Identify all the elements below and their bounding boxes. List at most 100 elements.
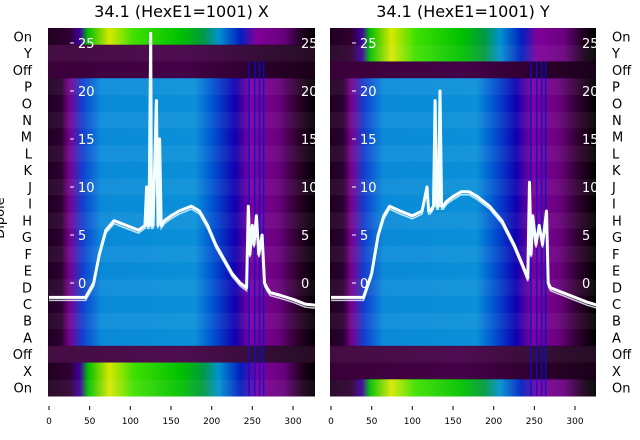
x-tick-label: 300 <box>284 417 301 427</box>
row-label: C <box>612 298 621 313</box>
overlay-tick-label: 15 <box>78 133 95 148</box>
row-label: On <box>612 382 630 397</box>
x-tick-label: 150 <box>162 417 179 427</box>
heatmap-row <box>330 212 596 230</box>
row-label: G <box>22 231 32 246</box>
heatmap-row <box>48 44 315 62</box>
row-label: Off <box>612 348 632 363</box>
overlay-right-tick-label: 20 <box>582 85 599 100</box>
overlay-right-tick-label: 0 <box>301 277 309 292</box>
overlay-right-tick-label: 0 <box>582 277 590 292</box>
heatmap-row <box>48 145 315 163</box>
heatmap-row <box>330 295 596 313</box>
row-label: X <box>23 365 32 380</box>
overlay-tick-label: 15 <box>360 133 377 148</box>
overlay-right-tick-label: 25 <box>301 37 318 52</box>
heatmap-row <box>330 329 596 347</box>
heatmap-row <box>48 94 315 113</box>
heatmap-row <box>330 145 596 163</box>
row-label: G <box>612 231 622 246</box>
heatmap-row <box>330 278 596 297</box>
series-line-secondary <box>49 36 316 309</box>
row-label: J <box>611 181 616 196</box>
x-tick-label: 250 <box>526 417 543 427</box>
row-label: B <box>23 315 32 330</box>
row-label: D <box>612 281 622 296</box>
x-tick-label: 150 <box>444 417 461 427</box>
overlay-tick-label: 0 <box>360 277 368 292</box>
heatmap-row <box>48 345 315 364</box>
x-tick-label: 0 <box>328 417 334 427</box>
heatmap-row <box>48 312 315 330</box>
row-label: Off <box>13 64 33 79</box>
heatmap-row <box>330 362 596 380</box>
heatmap-row <box>330 44 596 62</box>
heatmap-row <box>48 362 315 380</box>
heatmap-row <box>48 128 315 146</box>
overlay-tick-label: 10 <box>360 181 377 196</box>
heatmap-row <box>330 128 596 146</box>
overlay-tick-label: 0 <box>78 277 86 292</box>
x-tick-label: 200 <box>203 417 220 427</box>
heatmap-row <box>48 161 315 180</box>
row-label: O <box>612 97 622 112</box>
heatmap-row <box>330 345 596 364</box>
heatmap-row <box>48 278 315 297</box>
y-axis-label: Dipole <box>0 197 8 238</box>
row-label: C <box>23 298 32 313</box>
heatmap-row <box>48 178 315 196</box>
heatmap-row <box>48 228 315 246</box>
row-label: Y <box>23 47 32 62</box>
row-label: Y <box>611 47 620 62</box>
row-label: A <box>23 331 32 346</box>
row-label: H <box>22 214 32 229</box>
row-label: K <box>23 164 32 179</box>
chart-title: 34.1 (HexE1=1001) Y <box>376 2 550 21</box>
overlay-right-tick-label: 5 <box>301 229 309 244</box>
row-label: M <box>612 131 623 146</box>
heatmap-row <box>48 212 315 230</box>
heatmap-row <box>48 379 315 397</box>
heatmap-row <box>330 379 596 397</box>
overlay-right-tick-label: 15 <box>301 133 318 148</box>
heatmap-row <box>330 28 596 46</box>
heatmap-row <box>48 78 315 96</box>
x-tick-label: 100 <box>404 417 421 427</box>
row-label: P <box>612 81 620 96</box>
row-label: I <box>28 198 32 213</box>
row-label: Off <box>13 348 33 363</box>
x-tick-label: 50 <box>366 417 378 427</box>
row-label: D <box>22 281 32 296</box>
row-label: L <box>25 147 33 162</box>
series-line-secondary <box>331 93 598 309</box>
row-label: A <box>612 331 621 346</box>
row-label: I <box>612 198 616 213</box>
row-label: Off <box>612 64 632 79</box>
heatmap-row <box>48 61 315 79</box>
row-label: K <box>612 164 621 179</box>
row-label: H <box>612 214 622 229</box>
row-label: O <box>22 97 32 112</box>
heatmap-row <box>48 111 315 129</box>
heatmap-row <box>330 111 596 129</box>
overlay-tick-label: 5 <box>360 229 368 244</box>
heatmap-row <box>330 161 596 180</box>
heatmap-row <box>48 295 315 313</box>
heatmap-stripe <box>258 61 261 397</box>
overlay-tick-label: 5 <box>78 229 86 244</box>
row-label: J <box>27 181 32 196</box>
heatmap-row <box>48 245 315 263</box>
heatmap-row <box>330 78 596 96</box>
row-label: N <box>22 114 32 129</box>
heatmap-row <box>330 312 596 330</box>
x-tick-label: 0 <box>46 417 52 427</box>
chart-title: 34.1 (HexE1=1001) X <box>94 2 269 21</box>
overlay-tick-label: 25 <box>78 37 95 52</box>
heatmap-row <box>330 61 596 79</box>
row-label: E <box>24 265 32 280</box>
row-label: L <box>612 147 620 162</box>
heatmap-row <box>330 94 596 113</box>
heatmap-row <box>48 329 315 347</box>
